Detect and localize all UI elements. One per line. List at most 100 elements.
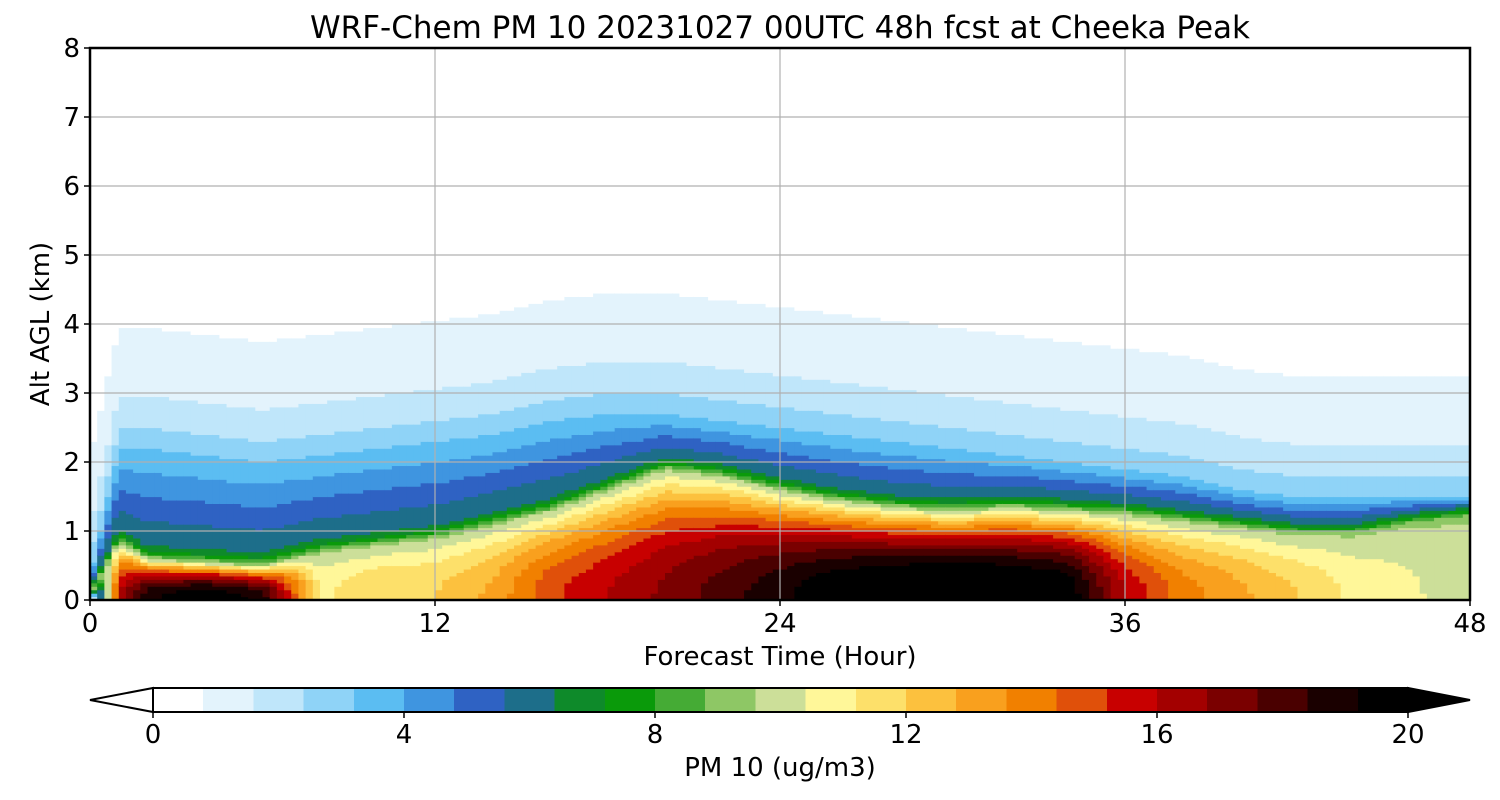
heatmap-cell <box>542 368 551 401</box>
heatmap-cell <box>607 48 616 294</box>
heatmap-cell <box>952 544 961 549</box>
heatmap-cell <box>1096 465 1105 477</box>
heatmap-cell <box>363 327 371 398</box>
heatmap-cell <box>377 48 386 329</box>
heatmap-cell <box>780 465 788 480</box>
heatmap-cell <box>959 524 968 529</box>
heatmap-cell <box>887 565 896 600</box>
heatmap-cell <box>233 503 242 529</box>
heatmap-cell <box>406 324 415 394</box>
heatmap-cell <box>478 537 486 549</box>
heatmap-cell <box>262 596 271 600</box>
heatmap-cell <box>995 334 1004 401</box>
heatmap-cell <box>1426 510 1435 515</box>
heatmap-cell <box>974 548 982 556</box>
heatmap-cell <box>269 555 278 560</box>
heatmap-cell <box>276 572 285 577</box>
heatmap-cell <box>305 579 314 600</box>
heatmap-cell <box>1067 462 1076 473</box>
heatmap-cell <box>305 479 314 501</box>
heatmap-cell <box>1311 565 1320 600</box>
heatmap-cell <box>420 541 429 553</box>
heatmap-cell <box>370 544 379 556</box>
heatmap-cell <box>808 468 817 484</box>
heatmap-cell <box>744 458 752 470</box>
heatmap-cell <box>744 472 752 477</box>
heatmap-cell <box>585 568 594 600</box>
heatmap-cell <box>1297 475 1306 498</box>
heatmap-cell <box>1053 551 1061 563</box>
heatmap-cell <box>866 437 875 453</box>
heatmap-cell <box>413 534 422 539</box>
heatmap-cell <box>708 486 716 494</box>
heatmap-cell <box>1045 527 1054 532</box>
heatmap-cell <box>190 589 199 600</box>
heatmap-cell <box>1038 468 1047 480</box>
heatmap-cell <box>1031 499 1040 504</box>
heatmap-cell <box>1110 541 1119 549</box>
heatmap-cell <box>341 330 350 401</box>
heatmap-cell <box>665 482 673 491</box>
heatmap-cell <box>1045 568 1054 600</box>
heatmap-cell <box>772 306 781 377</box>
heatmap-cell <box>276 551 285 556</box>
heatmap-cell <box>902 48 910 322</box>
heatmap-cell <box>413 541 422 553</box>
heatmap-cell <box>729 489 738 498</box>
heatmap-cell <box>1096 503 1105 508</box>
heatmap-cell <box>959 327 968 398</box>
heatmap-cell <box>722 517 731 525</box>
heatmap-cell <box>1053 541 1061 549</box>
heatmap-cell <box>930 513 939 518</box>
heatmap-cell <box>420 389 429 422</box>
heatmap-cell <box>564 510 573 518</box>
heatmap-cell <box>1448 513 1457 518</box>
heatmap-cell <box>161 555 170 560</box>
heatmap-cell <box>334 430 343 453</box>
heatmap-cell <box>1060 531 1069 539</box>
heatmap-cell <box>90 572 98 577</box>
heatmap-cell <box>765 306 774 373</box>
heatmap-cell <box>945 537 954 546</box>
heatmap-cell <box>406 541 415 553</box>
heatmap-cell <box>1096 513 1105 518</box>
heatmap-cell <box>938 48 946 329</box>
heatmap-cell <box>643 475 652 484</box>
heatmap-cell <box>190 582 199 591</box>
heatmap-cell <box>708 365 716 401</box>
heatmap-cell <box>686 541 695 560</box>
heatmap-cell <box>262 410 271 442</box>
heatmap-cell <box>945 503 954 508</box>
heatmap-cell <box>1304 534 1313 549</box>
heatmap-cell <box>794 310 803 377</box>
heatmap-cell <box>815 310 824 380</box>
heatmap-cell <box>478 513 486 518</box>
heatmap-cell <box>909 510 918 515</box>
heatmap-cell <box>190 548 199 556</box>
heatmap-cell <box>859 520 867 529</box>
heatmap-cell <box>1153 489 1162 498</box>
heatmap-cell <box>1038 541 1047 546</box>
heatmap-cell <box>1261 520 1270 525</box>
heatmap-cell <box>1153 558 1162 573</box>
heatmap-cell <box>1448 517 1457 525</box>
heatmap-cell <box>1182 510 1191 515</box>
heatmap-cell <box>801 510 810 518</box>
heatmap-cell <box>176 551 185 556</box>
heatmap-cell <box>758 489 767 498</box>
heatmap-cell <box>636 465 645 470</box>
heatmap-cell <box>1347 527 1356 532</box>
heatmap-cell <box>550 299 558 370</box>
heatmap-cell <box>255 568 264 573</box>
heatmap-cell <box>1275 531 1284 536</box>
heatmap-cell <box>895 503 903 508</box>
heatmap-cell <box>161 562 170 567</box>
heatmap-cell <box>1441 475 1450 498</box>
heatmap-cell <box>535 499 544 504</box>
heatmap-cell <box>679 296 688 363</box>
heatmap-cell <box>535 303 544 370</box>
heatmap-cell <box>643 482 652 491</box>
heatmap-cell <box>736 534 745 546</box>
heatmap-cell <box>427 548 436 563</box>
heatmap-cell <box>859 499 867 504</box>
